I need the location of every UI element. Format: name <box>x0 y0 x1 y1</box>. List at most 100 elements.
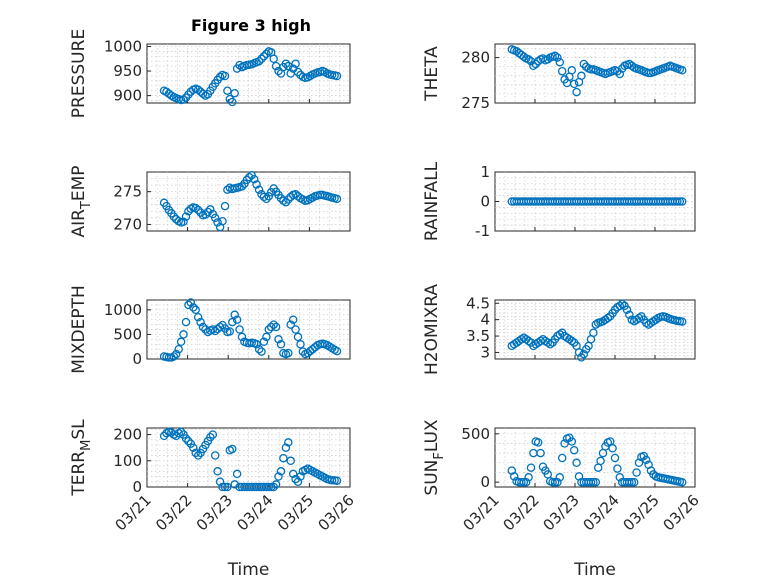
data-point <box>288 315 298 324</box>
y-axis-label: RAINFALL <box>422 161 442 241</box>
data-point <box>218 216 227 226</box>
data-point <box>284 348 293 358</box>
data-point <box>673 197 682 206</box>
y-axis-label: H2OMIXRA <box>422 284 442 375</box>
data-point <box>581 62 591 71</box>
y-tick-label: 0 <box>480 193 490 211</box>
data-point <box>625 310 634 320</box>
data-point <box>184 436 193 446</box>
data-point <box>641 455 651 465</box>
data-point <box>220 71 230 81</box>
data-point <box>225 327 235 336</box>
data-point <box>615 473 625 482</box>
data-point <box>189 303 198 312</box>
data-point <box>254 56 264 66</box>
x-tick-label: 03/25 <box>274 491 317 534</box>
data-point <box>555 473 565 482</box>
data-point <box>591 477 601 487</box>
data-point <box>550 477 560 487</box>
panel-3: 270 275 AIRTEMP <box>69 165 351 238</box>
data-point <box>257 54 266 64</box>
data-point <box>254 185 264 194</box>
y-tick-label: 950 <box>113 62 142 80</box>
data-point <box>613 464 622 473</box>
data-point <box>569 445 579 455</box>
data-point <box>629 477 639 487</box>
data-point <box>208 430 218 439</box>
data-point <box>557 453 567 463</box>
y-axis-label: PRESSURE <box>69 29 89 118</box>
data-point <box>529 61 538 71</box>
x-tick-label: 03/23 <box>193 491 236 534</box>
y-tick-label: 900 <box>113 87 142 105</box>
data-point <box>586 477 596 487</box>
data-point <box>288 469 298 479</box>
data-point <box>677 317 687 326</box>
data-point <box>615 301 625 311</box>
x-axis-label: Time <box>573 560 616 580</box>
x-tick-label: 03/26 <box>315 491 358 534</box>
data-point <box>228 97 237 107</box>
data-point <box>569 79 579 89</box>
x-tick-label: 03/21 <box>112 491 155 534</box>
data-point <box>191 305 200 315</box>
data-point <box>615 69 625 79</box>
data-point <box>245 172 254 182</box>
data-point <box>550 51 560 61</box>
data-point <box>184 300 193 310</box>
data-point <box>220 201 230 211</box>
data-point <box>237 332 247 342</box>
data-point <box>169 212 179 221</box>
data-point <box>589 477 598 487</box>
data-point <box>553 477 562 487</box>
data-point <box>677 477 687 487</box>
data-point <box>332 346 342 356</box>
data-point <box>572 87 581 97</box>
data-point <box>677 66 687 75</box>
data-point <box>632 468 641 477</box>
data-point <box>193 451 203 460</box>
data-point <box>181 212 191 221</box>
data-point <box>257 347 266 356</box>
y-tick-label: 1000 <box>104 37 142 55</box>
data-point <box>223 482 232 492</box>
data-point <box>232 469 242 479</box>
data-point <box>196 317 205 327</box>
data-point <box>262 194 271 204</box>
y-tick-label: 4.5 <box>466 294 490 312</box>
panel-5: 0 500 1000 MIXDEPTH <box>69 285 351 374</box>
panel-4: -1 0 1 RAINFALL <box>422 161 696 241</box>
y-tick-label: 270 <box>113 215 142 233</box>
data-point <box>269 54 278 64</box>
data-point <box>608 444 617 453</box>
data-point <box>291 474 300 484</box>
data-point <box>198 89 208 98</box>
data-point <box>548 477 557 487</box>
data-point <box>524 55 533 64</box>
data-point <box>271 322 281 332</box>
panel-6: 33.544.5 H2OMIXRA <box>422 284 696 375</box>
data-point <box>625 477 634 487</box>
y-tick-label: 0 <box>480 473 490 491</box>
data-point <box>627 477 637 487</box>
data-point <box>296 472 305 481</box>
data-point <box>574 348 584 357</box>
data-point <box>579 59 589 69</box>
data-point <box>276 340 286 349</box>
data-point <box>176 337 186 347</box>
data-point <box>617 299 627 309</box>
data-point <box>533 438 543 447</box>
x-tick-label: 03/25 <box>620 491 663 534</box>
data-point <box>264 482 274 492</box>
data-point <box>210 451 220 460</box>
data-point <box>284 61 293 71</box>
data-point <box>171 349 181 359</box>
y-tick-label: 1000 <box>104 301 142 319</box>
y-axis-label: TERRMSL <box>69 419 94 497</box>
data-point <box>191 448 200 458</box>
data-point <box>276 467 286 476</box>
x-tick-label: 03/24 <box>580 491 623 534</box>
data-point <box>526 463 536 472</box>
